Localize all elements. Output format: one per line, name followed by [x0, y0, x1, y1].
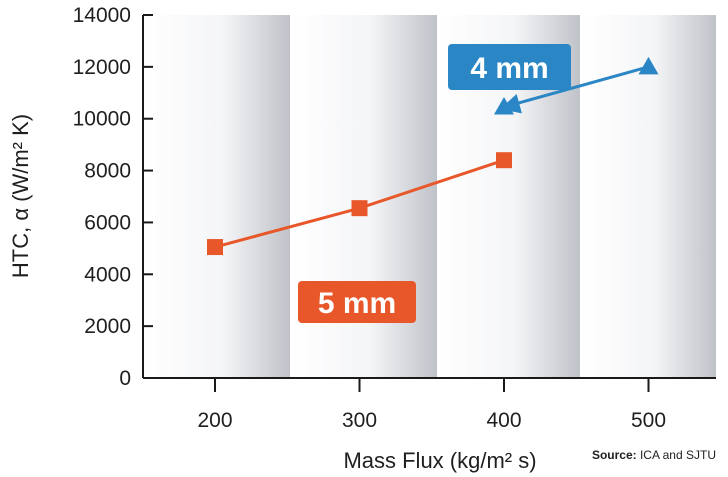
- background-band: [580, 15, 716, 378]
- series-label-4-mm: 4 mm: [470, 52, 548, 85]
- y-tick-label: 12000: [73, 56, 131, 79]
- series-label-box-4-mm: [448, 44, 571, 90]
- background-band: [290, 15, 437, 378]
- data-point-5-mm: [496, 152, 512, 169]
- y-tick-label: 14000: [73, 4, 131, 27]
- plot-background: [143, 15, 716, 378]
- data-point-5-mm: [207, 239, 223, 256]
- y-axis-title: HTC, α (W/m² K): [8, 114, 33, 278]
- x-tick-label: 300: [342, 409, 377, 432]
- y-tick-label: 0: [119, 367, 131, 390]
- data-point-4-mm: [638, 56, 659, 75]
- y-tick-label: 4000: [84, 263, 131, 286]
- source-text: ICA and SJTU: [636, 448, 716, 462]
- x-tick-label: 500: [631, 409, 666, 432]
- series: [207, 56, 659, 256]
- arrowhead-4-mm: [500, 94, 522, 114]
- axes: 0 2000 4000 6000 8000 10000 12000 14000 200 300 40…: [8, 4, 716, 473]
- source-note: Source: ICA and SJTU: [592, 448, 716, 462]
- y-tick-label: 10000: [73, 108, 131, 131]
- y-tick-label: 6000: [84, 211, 131, 234]
- x-axis-title: Mass Flux (kg/m² s): [343, 448, 536, 473]
- series-label-box-5-mm: [298, 281, 416, 323]
- x-tick-label: 200: [197, 409, 232, 432]
- y-tick-label: 2000: [84, 315, 131, 338]
- data-point-5-mm: [351, 200, 368, 217]
- series-line-4-mm: [503, 65, 649, 109]
- y-tick-label: 8000: [84, 160, 131, 183]
- source-prefix: Source:: [591, 448, 637, 462]
- background-band: [143, 15, 290, 378]
- labels: 5 mm 4 mm: [298, 44, 571, 323]
- x-tick-label: 400: [486, 409, 521, 432]
- series-label-5-mm: 5 mm: [318, 287, 396, 320]
